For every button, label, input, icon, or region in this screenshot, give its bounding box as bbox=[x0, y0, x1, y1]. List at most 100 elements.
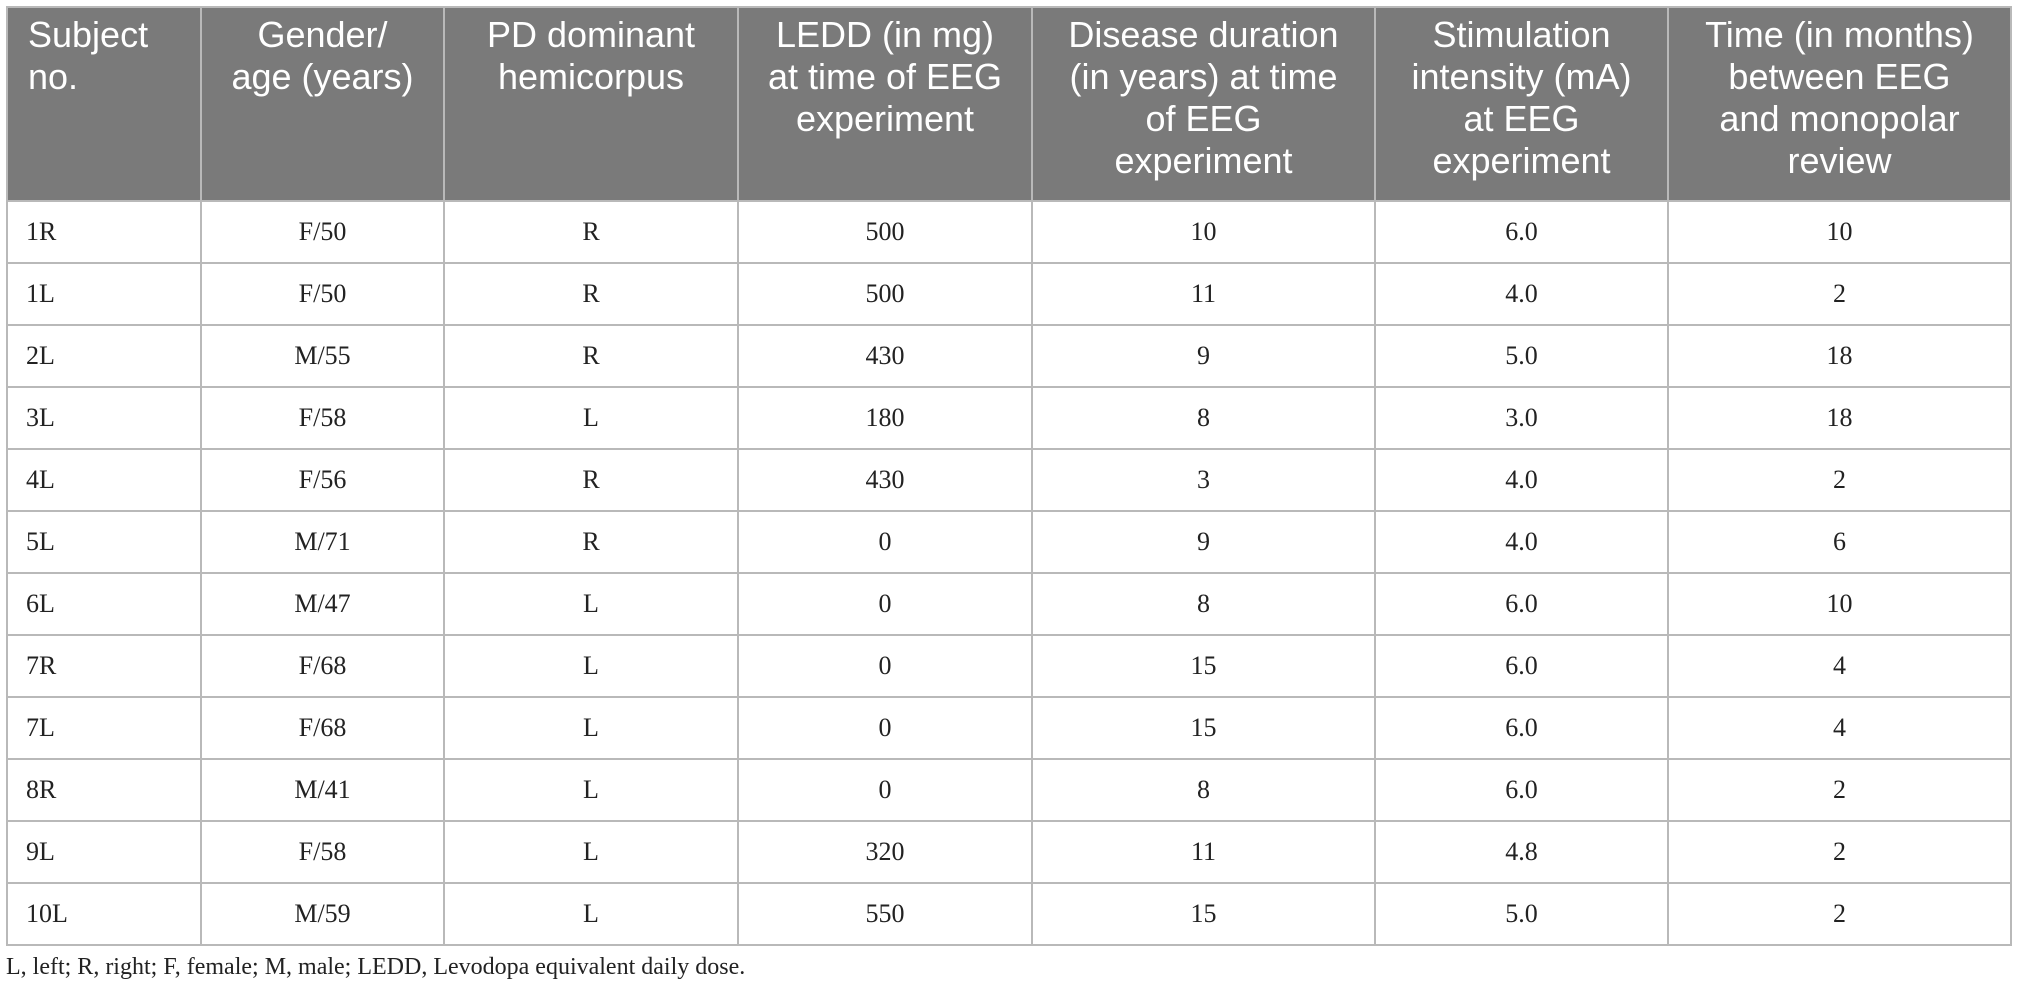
table-cell: 5L bbox=[6, 510, 202, 574]
column-header-line: PD dominant bbox=[486, 14, 696, 55]
table-cell: 8 bbox=[1031, 572, 1376, 636]
table-cell: 430 bbox=[737, 448, 1033, 512]
table-cell: F/56 bbox=[200, 448, 445, 512]
table-cell: 15 bbox=[1031, 696, 1376, 760]
table-cell: L bbox=[443, 572, 739, 636]
table-cell: 180 bbox=[737, 386, 1033, 450]
column-header-line: Subject bbox=[28, 14, 149, 55]
table-cell: 500 bbox=[737, 262, 1033, 326]
header-row: Subject no. Gender/age (years) PD dominant h… bbox=[6, 6, 2012, 202]
table-row: 3L F/58 L 180 8 3.0 18 bbox=[6, 386, 2012, 450]
table-cell: 6.0 bbox=[1374, 696, 1669, 760]
column-header-line: (in years) at time bbox=[1069, 56, 1338, 97]
column-header: Time (in months) between EEG and monopolar… bbox=[1667, 6, 2012, 202]
column-header: PD dominant hemicorpus bbox=[443, 6, 739, 202]
column-header-line: review bbox=[1787, 140, 1892, 181]
table-cell: 550 bbox=[737, 882, 1033, 946]
table-cell: 430 bbox=[737, 324, 1033, 388]
table-cell: 7L bbox=[6, 696, 202, 760]
column-header: Subject no. bbox=[6, 6, 202, 202]
column-header: LEDD (in mg) at time of EEG experiment bbox=[737, 6, 1033, 202]
table-cell: 8 bbox=[1031, 758, 1376, 822]
table-cell: F/68 bbox=[200, 696, 445, 760]
table-cell: L bbox=[443, 820, 739, 884]
table-header: Subject no. Gender/age (years) PD dominant h… bbox=[6, 6, 2012, 202]
table-row: 10L M/59 L 550 15 5.0 2 bbox=[6, 882, 2012, 946]
table-row: 9L F/58 L 320 11 4.8 2 bbox=[6, 820, 2012, 884]
column-header-line: and monopolar bbox=[1719, 98, 1960, 139]
table-cell: F/58 bbox=[200, 820, 445, 884]
table-cell: 11 bbox=[1031, 262, 1376, 326]
table-cell: 2 bbox=[1667, 758, 2012, 822]
table-cell: 10 bbox=[1031, 200, 1376, 264]
column-header-line: experiment bbox=[795, 98, 975, 139]
table-cell: 4L bbox=[6, 448, 202, 512]
table-row: 4L F/56 R 430 3 4.0 2 bbox=[6, 448, 2012, 512]
table-cell: L bbox=[443, 758, 739, 822]
table-cell: 6.0 bbox=[1374, 634, 1669, 698]
table-cell: R bbox=[443, 510, 739, 574]
table-cell: 1L bbox=[6, 262, 202, 326]
table-row: 2L M/55 R 430 9 5.0 18 bbox=[6, 324, 2012, 388]
column-header-line: Gender/ bbox=[257, 14, 388, 55]
table-cell: 0 bbox=[737, 696, 1033, 760]
table-row: 1R F/50 R 500 10 6.0 10 bbox=[6, 200, 2012, 264]
table-cell: 18 bbox=[1667, 386, 2012, 450]
table-cell: 6.0 bbox=[1374, 200, 1669, 264]
table-cell: 4.0 bbox=[1374, 510, 1669, 574]
table-cell: 4 bbox=[1667, 634, 2012, 698]
table-cell: 320 bbox=[737, 820, 1033, 884]
subject-table: Subject no. Gender/age (years) PD dominant h… bbox=[6, 6, 2012, 946]
column-header-line: hemicorpus bbox=[497, 56, 685, 97]
table-cell: 2L bbox=[6, 324, 202, 388]
table-cell: L bbox=[443, 386, 739, 450]
column-header-line: Disease duration bbox=[1068, 14, 1339, 55]
table-container: Subject no. Gender/age (years) PD dominant h… bbox=[6, 6, 2012, 946]
table-cell: 10 bbox=[1667, 200, 2012, 264]
table-cell: 0 bbox=[737, 572, 1033, 636]
table-cell: 2 bbox=[1667, 882, 2012, 946]
table-cell: 5.0 bbox=[1374, 324, 1669, 388]
column-header: Disease duration (in years) at time of EEG… bbox=[1031, 6, 1376, 202]
column-header: Stimulation intensity (mA) at EEG experimen… bbox=[1374, 6, 1669, 202]
table-cell: M/59 bbox=[200, 882, 445, 946]
column-header-line: Stimulation bbox=[1432, 14, 1611, 55]
table-row: 7L F/68 L 0 15 6.0 4 bbox=[6, 696, 2012, 760]
table-cell: 9 bbox=[1031, 324, 1376, 388]
table-body: 1R F/50 R 500 10 6.0 10 1L F/50 R 500 11 4.0 2 2L M/55 R… bbox=[6, 200, 2012, 946]
table-cell: 7R bbox=[6, 634, 202, 698]
table-cell: 5.0 bbox=[1374, 882, 1669, 946]
table-row: 7R F/68 L 0 15 6.0 4 bbox=[6, 634, 2012, 698]
column-header-line: experiment bbox=[1432, 140, 1611, 181]
table-cell: M/55 bbox=[200, 324, 445, 388]
table-footnote: L, left; R, right; F, female; M, male; L… bbox=[6, 954, 746, 980]
table-cell: 4 bbox=[1667, 696, 2012, 760]
column-header-line: Time (in months) bbox=[1705, 14, 1974, 55]
table-cell: 500 bbox=[737, 200, 1033, 264]
table-cell: 15 bbox=[1031, 634, 1376, 698]
table-row: 8R M/41 L 0 8 6.0 2 bbox=[6, 758, 2012, 822]
column-header-line: at time of EEG bbox=[767, 56, 1003, 97]
table-cell: 0 bbox=[737, 634, 1033, 698]
table-cell: R bbox=[443, 324, 739, 388]
table-cell: F/68 bbox=[200, 634, 445, 698]
table-cell: M/71 bbox=[200, 510, 445, 574]
table-cell: 2 bbox=[1667, 262, 2012, 326]
table-cell: 10L bbox=[6, 882, 202, 946]
table-cell: L bbox=[443, 696, 739, 760]
table-cell: F/50 bbox=[200, 262, 445, 326]
table-cell: M/41 bbox=[200, 758, 445, 822]
table-cell: 6L bbox=[6, 572, 202, 636]
table-cell: 1R bbox=[6, 200, 202, 264]
table-cell: 4.8 bbox=[1374, 820, 1669, 884]
table-row: 5L M/71 R 0 9 4.0 6 bbox=[6, 510, 2012, 574]
table-cell: 6.0 bbox=[1374, 758, 1669, 822]
table-cell: 0 bbox=[737, 758, 1033, 822]
table-cell: F/50 bbox=[200, 200, 445, 264]
column-header-line: LEDD (in mg) bbox=[775, 14, 995, 55]
column-header-line: age (years) bbox=[231, 56, 414, 97]
table-cell: 4.0 bbox=[1374, 262, 1669, 326]
table-cell: 10 bbox=[1667, 572, 2012, 636]
column-header-line: intensity (mA) bbox=[1411, 56, 1632, 97]
table-cell: 4.0 bbox=[1374, 448, 1669, 512]
